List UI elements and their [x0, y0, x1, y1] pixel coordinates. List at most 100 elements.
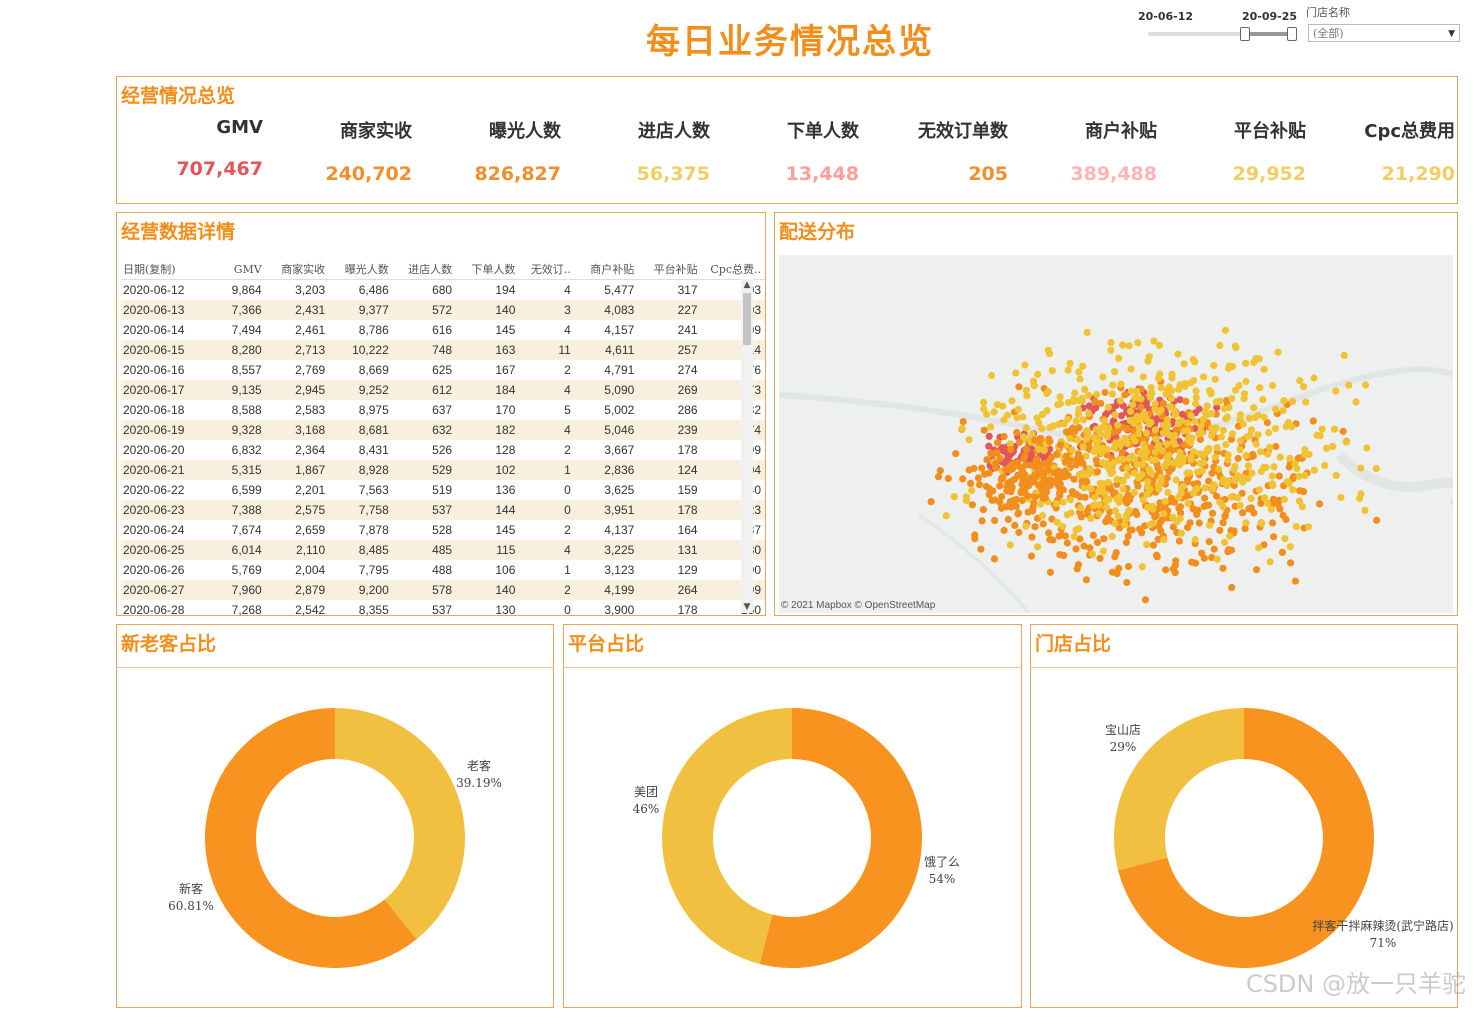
- delivery-point: [1066, 434, 1074, 443]
- delivery-point: [962, 497, 970, 505]
- delivery-point: [1085, 402, 1093, 410]
- delivery-point: [975, 481, 984, 489]
- delivery-point: [1099, 373, 1107, 381]
- delivery-point: [1201, 408, 1210, 416]
- delivery-point: [1092, 425, 1100, 433]
- delivery-point: [993, 401, 1001, 409]
- table-scrollbar[interactable]: ▲ ▼: [741, 279, 753, 613]
- delivery-point: [1361, 506, 1369, 514]
- slice-percent: 54%: [929, 872, 956, 886]
- delivery-point: [1097, 399, 1105, 407]
- table-header-cell[interactable]: Cpc总费..: [701, 259, 765, 280]
- donut-slice[interactable]: [1114, 708, 1244, 871]
- date-end-handle[interactable]: [1287, 27, 1297, 41]
- donut-slice[interactable]: [1118, 708, 1374, 968]
- table-header-cell[interactable]: 商户补贴: [574, 259, 639, 280]
- table-cell: 4: [564, 323, 571, 337]
- delivery-point: [1345, 381, 1353, 389]
- table-header-cell[interactable]: 无效订..: [519, 259, 575, 280]
- delivery-point: [980, 405, 988, 413]
- delivery-point: [1169, 437, 1177, 445]
- delivery-point: [1142, 400, 1150, 408]
- delivery-point: [1114, 512, 1122, 520]
- table-row: 2020-06-13 7,366 2,431 9,377 572 140 3 4,083 227…: [121, 300, 765, 320]
- delivery-point: [1147, 384, 1155, 392]
- delivery-point: [1043, 389, 1051, 398]
- delivery-point: [1289, 475, 1297, 483]
- delivery-point: [1046, 568, 1054, 576]
- delivery-point: [1265, 429, 1273, 437]
- table-cell: 616: [432, 323, 453, 337]
- table-header-cell[interactable]: 曝光人数: [329, 259, 393, 280]
- delivery-point: [1205, 477, 1213, 485]
- delivery-point: [1248, 469, 1256, 477]
- table-cell: 2,879: [265, 580, 330, 600]
- delivery-point: [1082, 576, 1090, 584]
- delivery-point: [1133, 460, 1141, 468]
- delivery-point: [1257, 499, 1265, 507]
- delivery-point: [1228, 362, 1237, 371]
- delivery-point: [1250, 404, 1258, 412]
- delivery-point: [971, 535, 979, 543]
- delivery-point: [1171, 431, 1179, 439]
- donut-slice[interactable]: [335, 708, 465, 940]
- delivery-point: [1184, 523, 1192, 532]
- table-cell: 9,328: [212, 420, 266, 440]
- kpi-value: 389,488: [1070, 163, 1157, 185]
- customer-ratio-donut[interactable]: 老客 39.19% 新客 60.81%: [117, 668, 553, 1007]
- delivery-point: [1211, 375, 1219, 383]
- delivery-point: [1310, 374, 1318, 382]
- delivery-point: [1212, 424, 1220, 432]
- delivery-point: [1171, 411, 1180, 419]
- table-header-cell[interactable]: 日期(复制): [121, 259, 213, 280]
- store-ratio-donut[interactable]: 拌客干拌麻辣烫(武宁路店) 71% 宝山店 29%: [1031, 668, 1457, 1007]
- delivery-point: [1214, 465, 1223, 473]
- donut-slice[interactable]: [205, 708, 417, 968]
- table-cell: 578: [392, 580, 457, 600]
- delivery-point: [1301, 471, 1309, 480]
- delivery-point: [1062, 428, 1070, 436]
- date-start-handle[interactable]: [1240, 27, 1250, 41]
- delivery-point: [1081, 385, 1089, 393]
- table-cell: 537: [432, 603, 453, 617]
- map-panel: 配送分布 © 2021 Mapbox © OpenStreetMap: [774, 212, 1458, 616]
- table-cell: 73: [701, 380, 765, 400]
- store-select[interactable]: (全部) ▼: [1308, 24, 1460, 42]
- delivery-point: [1075, 525, 1083, 533]
- donut-slice[interactable]: [662, 708, 792, 964]
- table-header-cell[interactable]: 进店人数: [392, 259, 457, 280]
- table-cell: 144: [456, 500, 520, 520]
- scroll-down-icon[interactable]: ▼: [743, 602, 751, 612]
- delivery-point: [1063, 539, 1071, 547]
- delivery-point: [1091, 397, 1099, 406]
- table-header-cell[interactable]: 下单人数: [456, 259, 520, 280]
- donut-slice[interactable]: [759, 708, 922, 968]
- table-cell: 8,669: [358, 363, 389, 377]
- platform-ratio-donut[interactable]: 饿了么 54% 美团 46%: [564, 668, 1021, 1007]
- scroll-thumb[interactable]: [743, 293, 751, 345]
- table-cell: 2020-06-13: [121, 300, 213, 320]
- delivery-point: [1259, 396, 1267, 404]
- delivery-point: [1260, 365, 1268, 373]
- delivery-point: [1131, 394, 1139, 402]
- date-range-track[interactable]: [1148, 32, 1293, 36]
- table-cell: 180: [701, 540, 765, 560]
- table-header-cell[interactable]: 平台补贴: [638, 259, 702, 280]
- delivery-point: [1029, 503, 1037, 511]
- table-header-cell[interactable]: 商家实收: [265, 259, 330, 280]
- delivery-point: [1227, 435, 1235, 443]
- delivery-map[interactable]: [779, 255, 1453, 613]
- table-cell: 612: [392, 380, 457, 400]
- delivery-point: [1266, 443, 1274, 452]
- scroll-up-icon[interactable]: ▲: [743, 280, 751, 290]
- delivery-point: [1285, 463, 1293, 471]
- delivery-point: [1022, 386, 1030, 394]
- delivery-point: [1096, 554, 1104, 562]
- table-header-cell[interactable]: GMV: [212, 259, 266, 280]
- delivery-point: [1114, 421, 1122, 429]
- delivery-point: [1088, 550, 1096, 558]
- delivery-point: [985, 432, 993, 440]
- chevron-down-icon[interactable]: ▼: [1448, 29, 1455, 39]
- table-cell: 9,252: [329, 380, 393, 400]
- delivery-point: [1116, 492, 1124, 500]
